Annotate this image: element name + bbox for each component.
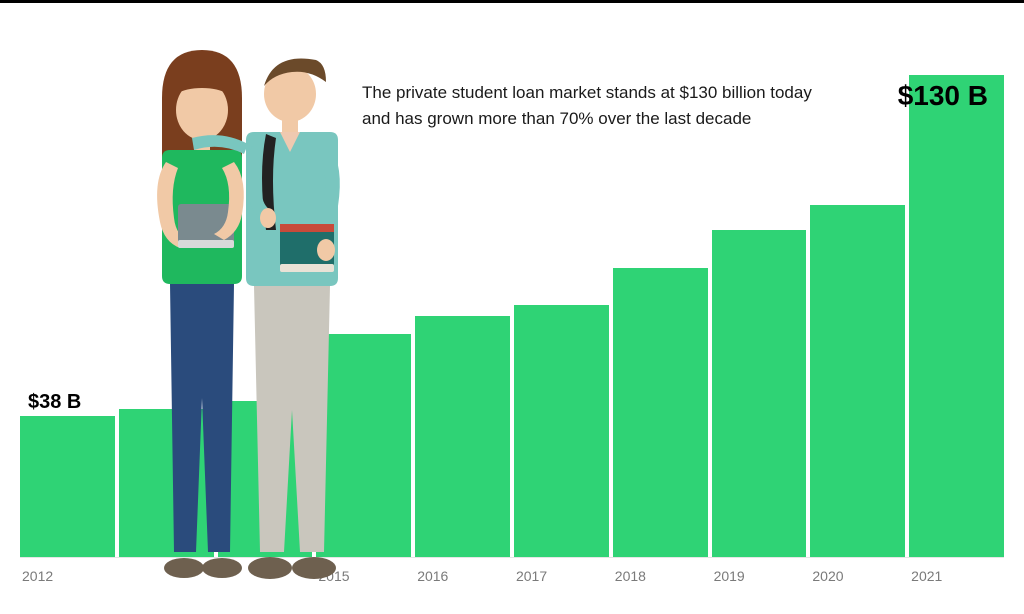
last-bar-value-label: $130 B	[898, 80, 988, 112]
bar-slot	[810, 205, 905, 557]
x-axis-label: 2017	[514, 560, 609, 590]
students-illustration	[130, 28, 360, 598]
bar-slot	[909, 75, 1004, 557]
bar	[712, 230, 807, 557]
top-black-band	[0, 0, 1024, 3]
x-axis-label: 2021	[909, 560, 1004, 590]
x-axis-label: 2012	[20, 560, 115, 590]
bar	[810, 205, 905, 557]
caption-text: The private student loan market stands a…	[362, 80, 822, 131]
bar	[20, 416, 115, 557]
x-axis-label: 2018	[613, 560, 708, 590]
student-right	[246, 58, 340, 579]
first-bar-value-label: $38 B	[28, 391, 81, 414]
bar-slot	[415, 316, 510, 557]
bar-slot	[20, 416, 115, 557]
bar	[909, 75, 1004, 557]
x-axis-label: 2020	[810, 560, 905, 590]
infographic-canvas: 20122015201620172018201920202021 $38 B $…	[0, 0, 1024, 614]
bar	[514, 305, 609, 557]
bar-slot	[514, 305, 609, 557]
bar-slot	[613, 268, 708, 557]
student-left	[157, 50, 244, 578]
bar-slot	[712, 230, 807, 557]
bar	[613, 268, 708, 557]
bar	[415, 316, 510, 557]
x-axis-label: 2019	[712, 560, 807, 590]
x-axis-label: 2016	[415, 560, 510, 590]
